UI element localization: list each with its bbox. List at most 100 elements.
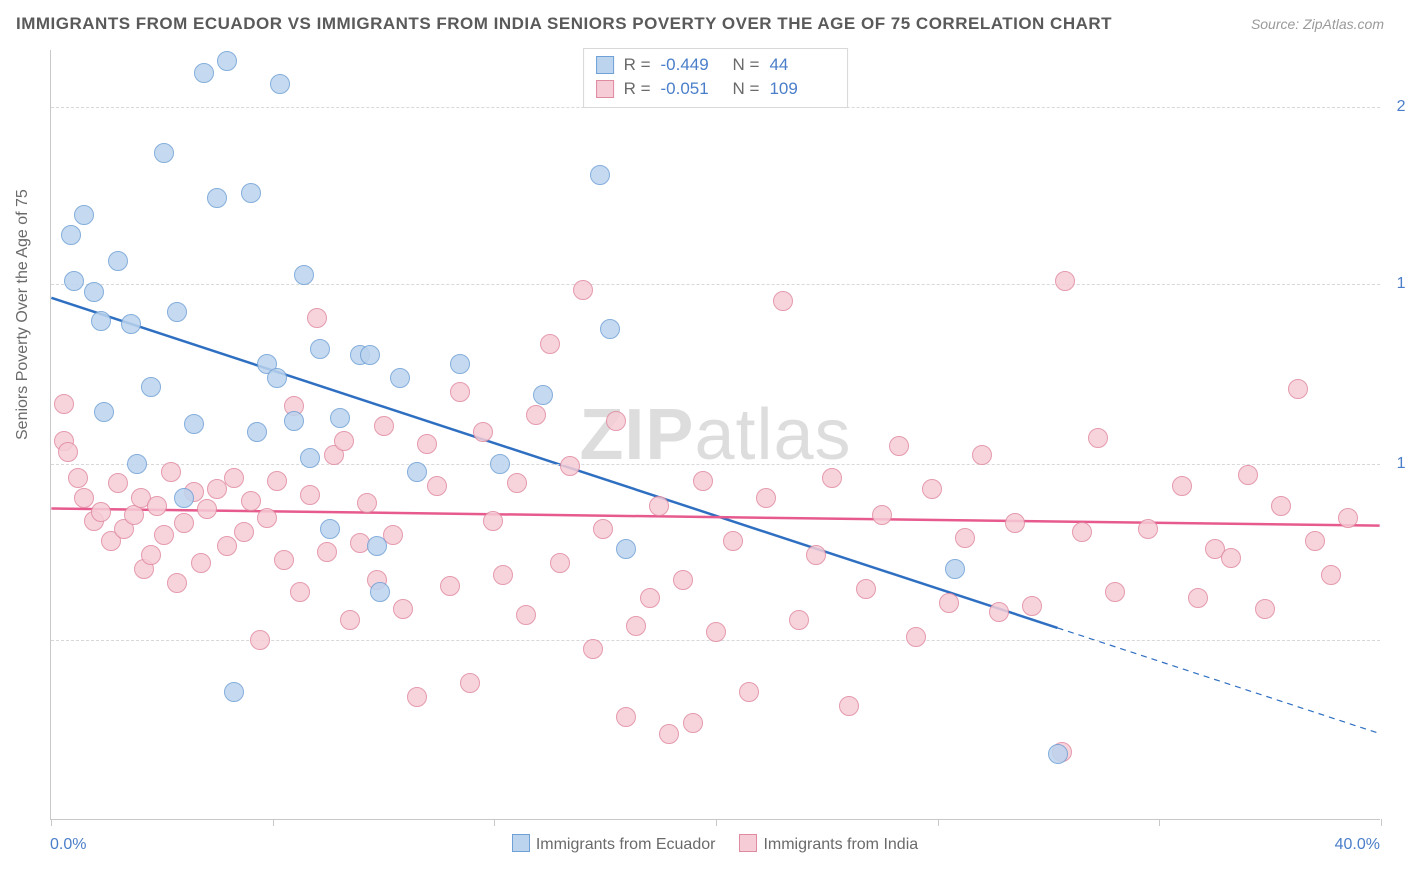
- data-point-india: [1255, 599, 1275, 619]
- data-point-india: [640, 588, 660, 608]
- data-point-ecuador: [241, 183, 261, 203]
- stats-row-ecuador: R =-0.449N =44: [596, 53, 832, 77]
- y-tick-label: 25.0%: [1397, 98, 1406, 116]
- data-point-ecuador: [490, 454, 510, 474]
- stats-row-india: R = -0.051 N = 109: [596, 77, 832, 101]
- data-point-ecuador: [590, 165, 610, 185]
- data-point-india: [706, 622, 726, 642]
- data-point-ecuador: [184, 414, 204, 434]
- data-point-india: [290, 582, 310, 602]
- data-point-india: [989, 602, 1009, 622]
- stats-legend-box: R =-0.449N =44R = -0.051 N = 109: [583, 48, 849, 108]
- trendline-india: [51, 509, 1379, 526]
- data-point-india: [197, 499, 217, 519]
- source-label: Source: ZipAtlas.com: [1251, 16, 1384, 32]
- data-point-india: [560, 456, 580, 476]
- watermark-zip: ZIP: [579, 395, 694, 475]
- data-point-india: [357, 493, 377, 513]
- data-point-ecuador: [310, 339, 330, 359]
- data-point-india: [58, 442, 78, 462]
- data-point-ecuador: [174, 488, 194, 508]
- y-tick-label: 18.8%: [1397, 275, 1406, 293]
- r-value-ecuador: -0.449: [661, 53, 723, 77]
- trendline-extrapolated-ecuador: [1058, 628, 1380, 734]
- legend-swatch-india: [739, 834, 757, 852]
- legend-swatch-ecuador: [596, 56, 614, 74]
- data-point-india: [257, 508, 277, 528]
- correlation-chart: IMMIGRANTS FROM ECUADOR VS IMMIGRANTS FR…: [0, 0, 1406, 892]
- data-point-ecuador: [84, 282, 104, 302]
- data-point-ecuador: [267, 368, 287, 388]
- data-point-india: [526, 405, 546, 425]
- data-point-india: [383, 525, 403, 545]
- data-point-india: [773, 291, 793, 311]
- data-point-ecuador: [320, 519, 340, 539]
- x-tick: [51, 819, 52, 826]
- x-tick: [1381, 819, 1382, 826]
- legend-label-ecuador: Immigrants from Ecuador: [536, 836, 716, 853]
- data-point-ecuador: [533, 385, 553, 405]
- data-point-india: [1138, 519, 1158, 539]
- data-point-ecuador: [294, 265, 314, 285]
- data-point-india: [723, 531, 743, 551]
- chart-title: IMMIGRANTS FROM ECUADOR VS IMMIGRANTS FR…: [16, 14, 1112, 34]
- data-point-ecuador: [945, 559, 965, 579]
- data-point-ecuador: [194, 63, 214, 83]
- data-point-india: [626, 616, 646, 636]
- data-point-india: [1238, 465, 1258, 485]
- legend-swatch-india: [596, 80, 614, 98]
- data-point-ecuador: [91, 311, 111, 331]
- data-point-india: [450, 382, 470, 402]
- data-point-india: [224, 468, 244, 488]
- data-point-india: [68, 468, 88, 488]
- data-point-ecuador: [330, 408, 350, 428]
- data-point-india: [1221, 548, 1241, 568]
- data-point-india: [154, 525, 174, 545]
- data-point-india: [550, 553, 570, 573]
- y-axis-label: Seniors Poverty Over the Age of 75: [14, 189, 32, 440]
- data-point-ecuador: [74, 205, 94, 225]
- data-point-ecuador: [61, 225, 81, 245]
- data-point-india: [659, 724, 679, 744]
- data-point-india: [593, 519, 613, 539]
- data-point-india: [583, 639, 603, 659]
- data-point-india: [756, 488, 776, 508]
- gridline-h: [51, 107, 1380, 108]
- data-point-ecuador: [367, 536, 387, 556]
- data-point-india: [234, 522, 254, 542]
- data-point-india: [147, 496, 167, 516]
- data-point-india: [334, 431, 354, 451]
- data-point-ecuador: [167, 302, 187, 322]
- bottom-legend-item-india: Immigrants from India: [715, 836, 918, 853]
- data-point-india: [427, 476, 447, 496]
- r-value-india: -0.051: [661, 77, 723, 101]
- data-point-ecuador: [247, 422, 267, 442]
- data-point-india: [393, 599, 413, 619]
- data-point-india: [1005, 513, 1025, 533]
- data-point-india: [806, 545, 826, 565]
- r-label: R =: [624, 77, 651, 101]
- data-point-india: [124, 505, 144, 525]
- data-point-india: [54, 394, 74, 414]
- x-tick: [716, 819, 717, 826]
- data-point-india: [673, 570, 693, 590]
- bottom-legend: Immigrants from Ecuador Immigrants from I…: [0, 834, 1406, 854]
- data-point-india: [1288, 379, 1308, 399]
- data-point-ecuador: [300, 448, 320, 468]
- gridline-h: [51, 464, 1380, 465]
- data-point-india: [493, 565, 513, 585]
- data-point-india: [217, 536, 237, 556]
- data-point-india: [789, 610, 809, 630]
- data-point-india: [1305, 531, 1325, 551]
- data-point-india: [483, 511, 503, 531]
- data-point-india: [141, 545, 161, 565]
- n-label: N =: [733, 77, 760, 101]
- legend-label-india: Immigrants from India: [763, 836, 918, 853]
- data-point-india: [1271, 496, 1291, 516]
- data-point-india: [407, 687, 427, 707]
- x-tick: [494, 819, 495, 826]
- data-point-india: [1321, 565, 1341, 585]
- data-point-india: [91, 502, 111, 522]
- n-value-india: 109: [769, 77, 831, 101]
- data-point-india: [822, 468, 842, 488]
